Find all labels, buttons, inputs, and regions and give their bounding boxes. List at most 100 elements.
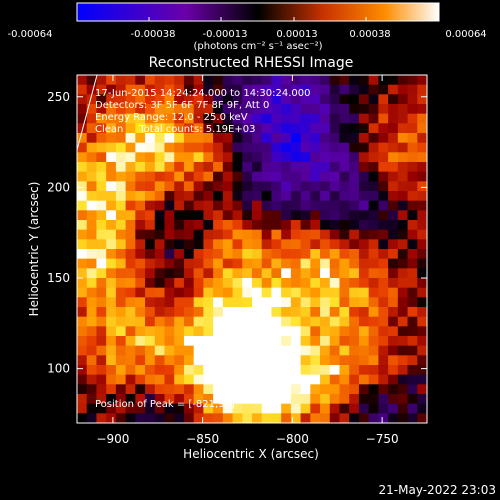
heatmap-cell	[271, 210, 282, 221]
heatmap-cell	[203, 84, 214, 95]
heatmap-cell	[358, 123, 370, 134]
heatmap-cell	[368, 113, 379, 124]
heatmap-cell	[174, 394, 185, 405]
heatmap-cell	[96, 210, 107, 221]
heatmap-cell	[349, 152, 360, 163]
heatmap-cell	[183, 171, 195, 182]
heatmap-cell	[145, 123, 156, 134]
heatmap-cell	[232, 181, 243, 192]
heatmap-cell	[397, 171, 408, 182]
heatmap-cell	[271, 297, 282, 308]
heatmap-cell	[213, 133, 224, 144]
heatmap-cell	[358, 84, 370, 95]
heatmap-cell	[358, 94, 370, 105]
heatmap-cell	[349, 191, 360, 202]
heatmap-cell	[135, 326, 146, 337]
heatmap-cell	[329, 316, 340, 327]
heatmap-cell	[378, 336, 389, 347]
heatmap-cell	[339, 133, 350, 144]
heatmap-cell	[193, 200, 204, 211]
heatmap-cell	[252, 394, 263, 405]
heatmap-cell	[310, 142, 321, 153]
heatmap-cell	[271, 287, 282, 298]
heatmap-cell	[77, 239, 88, 250]
colorbar-unit-label: (photons cm⁻² s⁻¹ asec⁻²)	[193, 41, 322, 52]
heatmap-cell	[358, 316, 370, 327]
heatmap-cell	[271, 94, 282, 105]
heatmap-cell	[183, 278, 195, 289]
heatmap-cell	[368, 75, 379, 86]
heatmap-cell	[135, 278, 146, 289]
heatmap-cell	[320, 191, 331, 202]
heatmap-cell	[339, 142, 350, 153]
heatmap-cell	[349, 104, 360, 115]
heatmap-cell	[290, 152, 302, 163]
heatmap-cell	[106, 365, 117, 376]
heatmap-cell	[310, 345, 321, 356]
heatmap-cell	[232, 297, 243, 308]
heatmap-cell	[300, 181, 311, 192]
colorbar-tick-label: 0.00013	[276, 29, 317, 40]
heatmap-cell	[106, 84, 117, 95]
heatmap-cell	[417, 162, 427, 173]
heatmap-cell	[300, 413, 311, 423]
heatmap-cell	[349, 355, 360, 366]
heatmap-cell	[77, 316, 88, 327]
heatmap-cell	[154, 365, 165, 376]
heatmap-cell	[183, 268, 195, 279]
heatmap-cell	[310, 326, 321, 337]
heatmap-cell	[145, 365, 156, 376]
colorbar-tick-label: -0.00064	[8, 29, 53, 40]
heatmap-cell	[203, 316, 214, 327]
heatmap-cell	[77, 403, 88, 414]
heatmap-cell	[96, 345, 107, 356]
heatmap-cell	[154, 268, 165, 279]
heatmap-cell	[271, 326, 282, 337]
heatmap-cell	[407, 413, 418, 423]
heatmap-cell	[106, 152, 117, 163]
heatmap-cell	[213, 394, 224, 405]
heatmap-cell	[388, 287, 399, 298]
heatmap-cell	[252, 384, 263, 395]
heatmap-cell	[310, 413, 321, 423]
heatmap-cell	[300, 75, 311, 86]
heatmap-cell	[358, 200, 370, 211]
heatmap-cell	[213, 181, 224, 192]
heatmap-cell	[271, 413, 282, 423]
heatmap-cell	[193, 162, 204, 173]
heatmap-cell	[417, 229, 427, 240]
heatmap-cell	[154, 142, 165, 153]
heatmap-cell	[310, 113, 321, 124]
heatmap-cell	[145, 355, 156, 366]
heatmap-cell	[96, 249, 107, 260]
heatmap-cell	[349, 336, 360, 347]
heatmap-cell	[417, 336, 427, 347]
heatmap-cell	[183, 374, 195, 385]
heatmap-cell	[125, 355, 136, 366]
heatmap-cell	[358, 229, 370, 240]
heatmap-cell	[329, 297, 340, 308]
heatmap-cell	[252, 258, 263, 269]
heatmap-cell	[407, 123, 418, 134]
heatmap-cell	[86, 287, 97, 298]
heatmap-cell	[125, 287, 136, 298]
heatmap-cell	[183, 336, 195, 347]
heatmap-cell	[339, 307, 350, 318]
heatmap-cell	[164, 94, 175, 105]
heatmap-cell	[358, 326, 370, 337]
heatmap-cell	[213, 287, 224, 298]
heatmap-cell	[349, 94, 360, 105]
heatmap-cell	[261, 268, 272, 279]
y-axis: 100 150 200 250	[47, 90, 427, 376]
heatmap-cell	[397, 133, 408, 144]
heatmap-cell	[222, 355, 233, 366]
heatmap-cell	[320, 171, 331, 182]
heatmap-cell	[106, 413, 117, 423]
heatmap-cell	[203, 239, 214, 250]
heatmap-cell	[339, 94, 350, 105]
heatmap-cell	[290, 394, 302, 405]
heatmap-cell	[407, 287, 418, 298]
heatmap-cell	[290, 75, 302, 86]
heatmap-cell	[252, 355, 263, 366]
heatmap-cell	[222, 162, 233, 173]
